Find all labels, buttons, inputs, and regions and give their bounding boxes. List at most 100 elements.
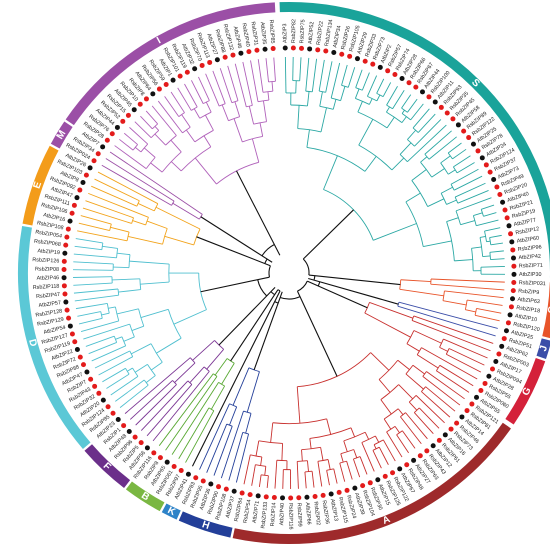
arabidopsis-leaf-marker [511, 255, 516, 261]
group-label-j: J [538, 344, 550, 352]
radish-leaf-marker [92, 383, 98, 389]
leaf-label: RsbZIP47 [36, 292, 60, 300]
arabidopsis-leaf-marker [479, 155, 485, 161]
leaf-label: AtbZIP46 [232, 26, 243, 49]
group-arc-f [84, 444, 131, 488]
radish-leaf-marker [496, 351, 502, 357]
radish-leaf-marker [71, 202, 77, 208]
group-label-c: C [546, 306, 550, 315]
arabidopsis-leaf-marker [459, 414, 465, 420]
leaf-label: RsbZIP26 [340, 26, 351, 51]
arabidopsis-leaf-marker [509, 239, 515, 245]
radish-leaf-marker [323, 48, 329, 54]
radish-leaf-marker [247, 492, 253, 498]
group-arc-s [279, 2, 550, 278]
radish-leaf-marker [163, 81, 169, 87]
radish-leaf-marker [483, 162, 489, 168]
radish-leaf-marker [296, 495, 302, 501]
leaf-markers [61, 45, 517, 501]
radish-leaf-marker [417, 453, 423, 459]
radish-leaf-marker [69, 331, 75, 337]
leaf-label: AtbZIP77 [513, 218, 536, 229]
radish-leaf-marker [454, 420, 460, 426]
radish-leaf-marker [77, 187, 83, 193]
leaf-label: RsbZIP115 [337, 497, 349, 524]
radish-leaf-marker [444, 110, 450, 116]
radish-leaf-marker [502, 207, 508, 213]
radish-leaf-marker [339, 51, 345, 57]
arabidopsis-leaf-marker [354, 56, 360, 62]
radish-leaf-marker [466, 135, 472, 141]
radish-leaf-marker [382, 473, 388, 479]
radish-leaf-marker [157, 455, 163, 461]
arabidopsis-leaf-marker [282, 45, 288, 51]
leaf-label: RsbZIP12 [515, 226, 540, 236]
radish-leaf-marker [132, 434, 138, 440]
radish-leaf-marker [64, 307, 70, 313]
leaf-label: RsbZIP129 [37, 317, 65, 328]
radish-leaf-marker [362, 58, 368, 64]
leaf-label: RsbZIP19 [511, 208, 536, 220]
radish-leaf-marker [475, 148, 481, 154]
group-label-i: I [155, 35, 163, 46]
radish-leaf-marker [216, 484, 222, 490]
radish-leaf-marker [138, 440, 144, 446]
radish-leaf-marker [508, 231, 514, 237]
leaf-label: AtbZIP63 [517, 297, 540, 306]
arabidopsis-leaf-marker [430, 443, 436, 449]
arabidopsis-leaf-marker [208, 481, 214, 487]
arabidopsis-leaf-marker [231, 488, 237, 494]
radish-leaf-marker [510, 288, 516, 294]
group-arc-m [50, 121, 73, 149]
radish-leaf-marker [487, 169, 493, 175]
radish-leaf-marker [438, 104, 444, 110]
radish-leaf-marker [390, 470, 396, 476]
arabidopsis-leaf-marker [74, 346, 80, 352]
radish-leaf-marker [63, 242, 69, 248]
arabidopsis-leaf-marker [61, 275, 67, 281]
radish-leaf-marker [497, 192, 503, 198]
arabidopsis-leaf-marker [63, 299, 69, 305]
leaf-label: RsbZIP134 [324, 19, 334, 47]
arabidopsis-leaf-marker [114, 124, 120, 130]
leaf-label: RsbZIP31 [249, 21, 258, 46]
radish-leaf-marker [501, 336, 507, 342]
arabidopsis-leaf-marker [170, 77, 176, 83]
radish-leaf-marker [392, 72, 398, 77]
arabidopsis-leaf-marker [511, 271, 517, 277]
radish-leaf-marker [109, 131, 115, 137]
leaf-label: AtbZIP46 [37, 275, 60, 281]
radish-leaf-marker [222, 54, 228, 60]
radish-leaf-marker [200, 478, 206, 484]
radish-leaf-marker [494, 184, 500, 190]
arabidopsis-leaf-marker [352, 485, 358, 491]
leaf-label: RsbZIP116 [287, 503, 293, 530]
radish-leaf-marker [270, 46, 276, 52]
arabidopsis-leaf-marker [474, 394, 480, 400]
leaf-label: RsbZIP133 [260, 502, 269, 529]
arabidopsis-leaf-marker [500, 199, 506, 205]
radish-leaf-marker [83, 172, 89, 178]
leaf-label: RsbZIP82 [291, 19, 297, 43]
group-arc-c [542, 282, 550, 339]
radish-leaf-marker [448, 426, 454, 432]
radish-leaf-marker [344, 487, 350, 493]
leaf-label: AtbZIP37 [225, 495, 236, 518]
arabidopsis-leaf-marker [80, 180, 86, 186]
arabidopsis-leaf-marker [126, 428, 132, 434]
radish-leaf-marker [347, 53, 353, 59]
radish-leaf-marker [370, 61, 376, 67]
arabidopsis-leaf-marker [238, 50, 244, 56]
leaf-label: AtbZIP19 [37, 248, 60, 256]
arabidopsis-leaf-marker [164, 459, 170, 465]
arabidopsis-leaf-marker [442, 432, 448, 438]
radish-leaf-marker [177, 73, 183, 79]
group-label-h: H [201, 519, 211, 532]
arabidopsis-leaf-marker [67, 323, 73, 329]
radish-leaf-marker [450, 116, 456, 122]
group-arc-g [505, 357, 546, 425]
arabidopsis-leaf-marker [499, 343, 505, 349]
radish-leaf-marker [336, 489, 342, 495]
radish-leaf-marker [312, 493, 318, 499]
